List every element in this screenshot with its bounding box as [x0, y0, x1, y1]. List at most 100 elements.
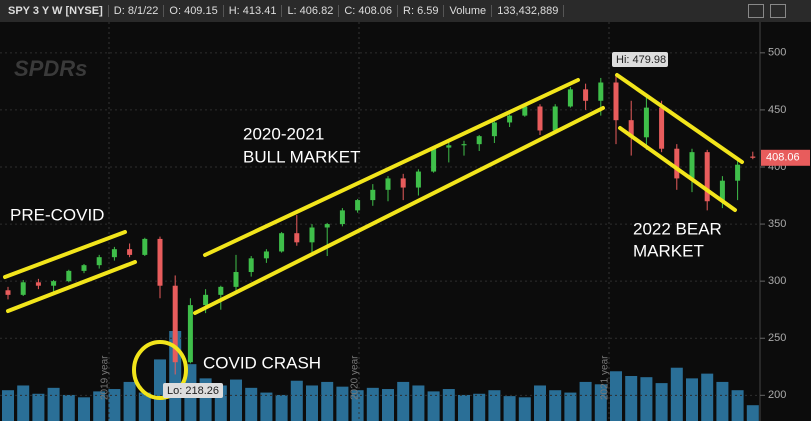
candle-body: [279, 233, 285, 252]
candle-body: [172, 285, 178, 363]
candle-body: [598, 82, 604, 101]
trend-line: [615, 73, 744, 164]
volume-bar: [366, 387, 379, 421]
volume-bar: [382, 389, 394, 421]
candle-body: [111, 249, 117, 258]
trend-line: [3, 230, 127, 279]
trend-line: [6, 260, 137, 313]
volume-bar: [245, 387, 258, 421]
annotation: 2022 BEAR: [633, 219, 722, 238]
candle-body: [81, 265, 87, 271]
low-label: Lo: 218.26: [167, 385, 219, 397]
annotation: BULL MARKET: [243, 147, 360, 166]
trend-line: [203, 78, 580, 257]
candle-body: [522, 106, 528, 116]
volume-bar: [640, 377, 653, 421]
candles: [5, 75, 756, 375]
trend-line: [618, 126, 737, 212]
header-item: Volume: [444, 5, 493, 17]
candle-body: [370, 189, 376, 201]
symbol[interactable]: SPY 3 Y W [NYSE]: [3, 5, 109, 17]
year-label: 2021 year: [600, 355, 611, 400]
volume-bar: [169, 331, 182, 421]
year-label: 2019 year: [100, 355, 111, 400]
candle-body: [507, 115, 513, 123]
high-label: Hi: 479.98: [616, 54, 666, 66]
candle-body: [643, 107, 649, 138]
candle-body: [233, 272, 239, 287]
volume-bar: [138, 392, 151, 421]
label-box: [163, 383, 223, 398]
candle-body: [461, 144, 467, 146]
candle-body: [719, 180, 725, 202]
volume-bar: [78, 397, 90, 421]
candle-body: [96, 257, 102, 266]
volume-bar: [154, 359, 166, 421]
candle-body: [583, 89, 589, 101]
volume-bar: [2, 390, 14, 421]
candle-body: [552, 106, 558, 131]
y-tick-label: 500: [768, 47, 786, 59]
candle-body: [218, 286, 224, 295]
year-label: 2020 year: [350, 355, 361, 400]
volume-bar: [731, 390, 744, 421]
y-tick-label: 450: [768, 104, 786, 116]
candle-body: [400, 178, 406, 188]
volume-bar: [321, 381, 334, 421]
header-item: C: 408.06: [339, 5, 399, 17]
candle-body: [309, 227, 315, 243]
header-item: L: 406.82: [282, 5, 340, 17]
window-button[interactable]: [770, 4, 786, 18]
candle-body: [735, 164, 741, 181]
header-item: D: 8/1/22: [109, 5, 165, 17]
label-box: [612, 52, 668, 67]
volume-bar: [518, 397, 531, 421]
candle-body: [659, 107, 665, 149]
volume-bar: [260, 392, 273, 421]
candle-body: [385, 178, 391, 190]
candle-body: [613, 82, 619, 121]
candle-body: [704, 152, 710, 202]
volume-bar: [290, 380, 303, 421]
volume-bar: [746, 405, 759, 421]
candle-body: [66, 270, 72, 282]
candle-body: [324, 224, 330, 228]
volume-bar: [549, 390, 562, 421]
trend-line: [193, 106, 605, 315]
volume-bar: [534, 385, 546, 421]
volume-bar: [397, 381, 410, 421]
window-button[interactable]: [748, 4, 764, 18]
volume-bar: [473, 393, 486, 421]
volume-bar: [427, 391, 440, 421]
volume-bar: [655, 383, 668, 421]
candle-body: [674, 148, 680, 179]
volume-bar: [230, 379, 242, 421]
header-item: R: 6.59: [398, 5, 445, 17]
header-item: H: 413.41: [224, 5, 283, 17]
volume-bar: [412, 385, 425, 421]
candle-body: [431, 147, 437, 172]
trend-lines: [3, 73, 744, 315]
volume-bar: [47, 387, 60, 421]
candle-body: [5, 290, 11, 295]
volume-bar: [579, 381, 592, 421]
header-item: 133,432,889: [492, 5, 565, 17]
volume-bar: [17, 385, 30, 421]
volume-bar: [458, 394, 470, 421]
candle-body: [20, 282, 26, 295]
volume-bar: [594, 384, 607, 421]
candle-body: [537, 106, 543, 131]
candle-body: [446, 145, 452, 148]
candle-body: [567, 89, 573, 107]
volume-bar: [336, 386, 349, 421]
volume-bar: [625, 376, 638, 421]
header-bar: SPY 3 Y W [NYSE] D: 8/1/22 O: 409.15 H: …: [0, 0, 811, 22]
last-price-box: [761, 149, 810, 166]
candle-body: [355, 200, 361, 211]
volume-bar: [108, 389, 121, 421]
volume-bar: [488, 390, 501, 421]
volume-bar: [275, 394, 288, 421]
candle-body: [142, 238, 148, 255]
highlight-circle: [132, 340, 188, 400]
